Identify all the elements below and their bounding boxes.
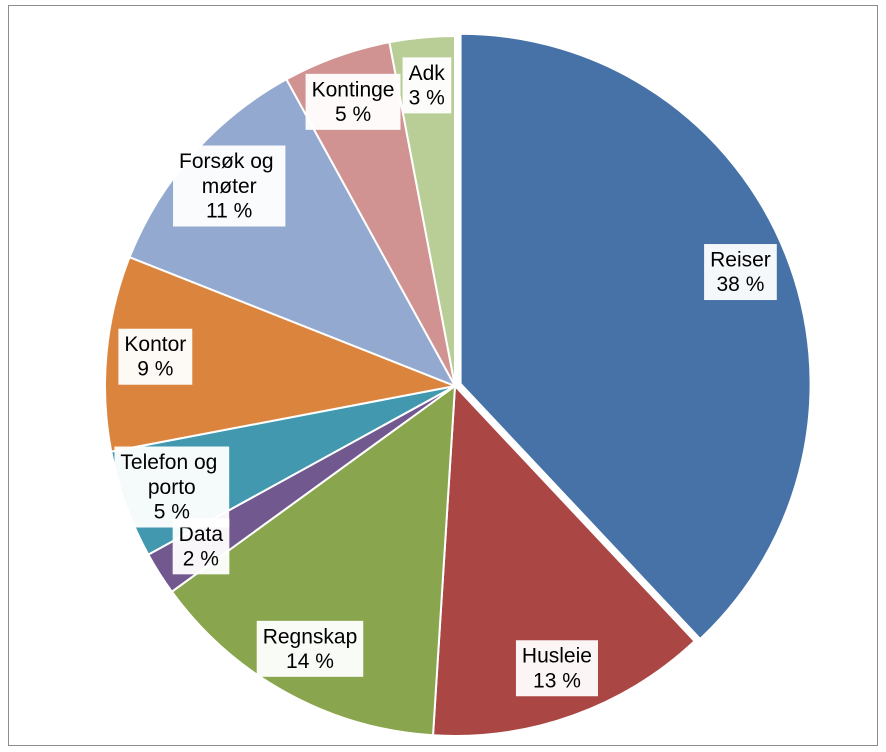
label-box	[118, 328, 193, 385]
category-label: Telefon og porto	[120, 451, 223, 499]
label-box	[704, 244, 777, 301]
category-label: Kontor	[124, 333, 186, 356]
value-label: 3 %	[409, 86, 445, 109]
slice	[431, 383, 697, 737]
label-box	[305, 73, 401, 130]
label-box	[114, 446, 230, 528]
label-box	[256, 620, 364, 677]
value-label: 5 %	[154, 501, 190, 524]
label-box	[172, 518, 230, 575]
slice	[388, 34, 456, 387]
value-label: 9 %	[137, 358, 173, 381]
value-label: 14 %	[286, 650, 334, 673]
category-label: Forsøk og møter	[179, 149, 279, 197]
value-label: 38 %	[717, 273, 765, 296]
category-label: Regnskap	[263, 625, 358, 648]
label-box	[402, 57, 452, 114]
category-label: Adk	[409, 61, 446, 84]
category-label: Data	[179, 522, 224, 545]
value-label: 2 %	[183, 547, 219, 570]
value-label: 11 %	[206, 199, 252, 222]
slice	[170, 383, 457, 737]
label-box	[515, 640, 598, 697]
label-box	[173, 145, 286, 227]
slice	[459, 32, 812, 641]
category-label: Kontinge	[312, 78, 395, 101]
value-label: 13 %	[533, 669, 581, 692]
slices	[104, 32, 812, 737]
category-label: Husleie	[522, 644, 592, 667]
slice	[104, 255, 459, 453]
value-label: 5 %	[335, 103, 371, 126]
category-label: Reiser	[710, 248, 771, 271]
